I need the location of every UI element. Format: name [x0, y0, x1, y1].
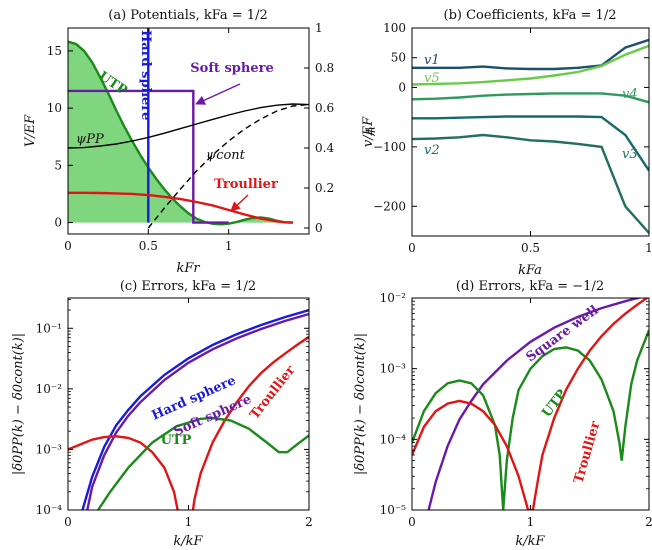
y-tick-label: 10⁻¹ — [36, 321, 62, 335]
annotation-square-well: Square well — [524, 303, 602, 365]
series-hard-sphere-line — [81, 308, 309, 510]
soft-sphere-arrow — [195, 83, 241, 105]
y-tick-label: 10⁻⁴ — [36, 503, 63, 517]
annotation-hard-sphere: Hard sphere — [138, 30, 153, 120]
annotation-v4: v4 — [622, 87, 638, 102]
series-square-well-line — [427, 298, 643, 510]
series-soft-sphere-line — [68, 89, 229, 224]
y-tick-label: 10⁻² — [380, 291, 407, 305]
y2-tick-label: 0.2 — [315, 181, 334, 195]
y-tick-label: −200 — [373, 199, 406, 213]
series-troullier-line — [412, 298, 649, 510]
series-v5-line — [412, 44, 649, 86]
annotation-troullier: Troullier — [571, 420, 603, 485]
y-ticks: 0 5 10 15 — [47, 44, 73, 230]
x-tick-label: 1 — [225, 239, 233, 253]
panel-d: 0 1 2 10⁻⁵ 10⁻⁴ 10⁻³ 10⁻² (d) Errors, kFa = −… — [353, 279, 652, 549]
y-tick-label: 10⁻⁴ — [380, 432, 407, 446]
y-axis-label: V/EF — [23, 114, 38, 147]
y-tick-label: 0 — [54, 216, 62, 230]
y2-tick-label: 0.8 — [315, 61, 334, 75]
x-axis-label: kFr — [176, 261, 200, 276]
y-tick-label: 0 — [398, 80, 406, 94]
annotation-troullier: Troullier — [247, 363, 298, 422]
x-ticks: 0 0.5 1 — [64, 28, 232, 253]
x-tick-label: 1 — [185, 515, 193, 529]
y2-tick-label: 0.4 — [315, 141, 334, 155]
series-v1-line — [412, 38, 649, 71]
y-ticks: 10⁻⁴ 10⁻³ 10⁻² 10⁻¹ — [36, 298, 309, 517]
x-ticks: 0 1 2 — [408, 298, 652, 529]
annotation-troullier: Troullier — [214, 177, 278, 192]
series-psi-pp-line — [68, 103, 309, 149]
x-tick-label: 0 — [64, 239, 72, 253]
panel-c: 0 1 2 10⁻⁴ 10⁻³ 10⁻² 10⁻¹ (c) Errors, kFa = 1… — [11, 279, 313, 549]
y-ticks: −200 −100 0 50 100 — [373, 21, 649, 213]
x-tick-label: 2 — [305, 515, 313, 529]
annotation-v1: v1 — [424, 53, 440, 68]
y-tick-label: 10⁻² — [36, 382, 63, 396]
series-troullier-line — [68, 335, 309, 510]
x-tick-label: 1 — [645, 241, 652, 255]
y2-tick-label: 1 — [315, 21, 323, 35]
y-tick-label: 15 — [47, 44, 62, 58]
series-v4-line — [412, 92, 649, 104]
y-tick-label: 10 — [47, 101, 62, 115]
annotation-utp: UTP — [161, 433, 192, 448]
annotation-v2: v2 — [424, 143, 440, 158]
series-v3-line — [412, 133, 649, 234]
x-axis-label: k/kF — [173, 534, 203, 549]
series-troullier-line — [68, 191, 293, 224]
x-tick-label: 0 — [408, 515, 416, 529]
annotation-v3: v3 — [622, 147, 638, 162]
x-tick-label: 0 — [408, 241, 416, 255]
y-ticks: 10⁻⁵ 10⁻⁴ 10⁻³ 10⁻² — [380, 291, 649, 517]
x-ticks: 0 0.5 1 — [408, 28, 652, 255]
chart-title: (b) Coefficients, kFa = 1/2 — [444, 8, 617, 23]
x-axis-label: kFa — [518, 263, 542, 278]
y-tick-label: 10⁻³ — [380, 362, 407, 376]
series-utp-line — [97, 416, 309, 510]
plot-frame — [67, 27, 310, 235]
y-axis-label: v/EF — [361, 116, 376, 147]
y-tick-label: 5 — [54, 158, 62, 172]
y-axis-label: |δ0PP(k) − δ0cont(k)| — [11, 333, 26, 475]
series-psi-cont-line — [147, 103, 309, 229]
troullier-arrow — [230, 194, 249, 212]
y-tick-label: 10⁻³ — [36, 442, 63, 456]
series-v2-line — [412, 115, 649, 172]
y-tick-label: 10⁻⁵ — [380, 503, 407, 517]
y-tick-label: 50 — [391, 51, 406, 65]
x-axis-label: k/kF — [515, 534, 545, 549]
y2-ticks: 0 0.2 0.4 0.6 0.8 1 — [304, 21, 334, 235]
x-tick-label: 0.5 — [139, 239, 158, 253]
annotation-v5: v5 — [424, 71, 440, 86]
annotation-soft-sphere: Soft sphere — [190, 61, 273, 76]
x-ticks: 0 1 2 — [64, 298, 313, 529]
annotation-psi-pp: ψPP — [76, 132, 104, 147]
annotation-psi-cont: ψcont — [206, 148, 246, 163]
series-utp-line — [412, 329, 649, 510]
y-axis-label: |δ0PP(k) − δ0cont(k)| — [353, 333, 368, 475]
x-tick-label: 0 — [64, 515, 72, 529]
series-soft-sphere-line — [86, 312, 309, 510]
y-tick-label: 100 — [383, 21, 406, 35]
chart-title: (a) Potentials, kFa = 1/2 — [108, 8, 267, 23]
x-tick-label: 2 — [645, 515, 652, 529]
x-tick-label: 1 — [527, 515, 535, 529]
y2-tick-label: 0 — [315, 221, 323, 235]
y-tick-label: −100 — [373, 140, 406, 154]
chart-title: (d) Errors, kFa = −1/2 — [456, 279, 604, 294]
chart-title: (c) Errors, kFa = 1/2 — [120, 279, 256, 294]
y2-axis-label: ψ — [364, 126, 379, 137]
y2-tick-label: 0.6 — [315, 101, 334, 115]
utp-fill-area — [68, 41, 293, 225]
x-tick-label: 0.5 — [521, 241, 540, 255]
